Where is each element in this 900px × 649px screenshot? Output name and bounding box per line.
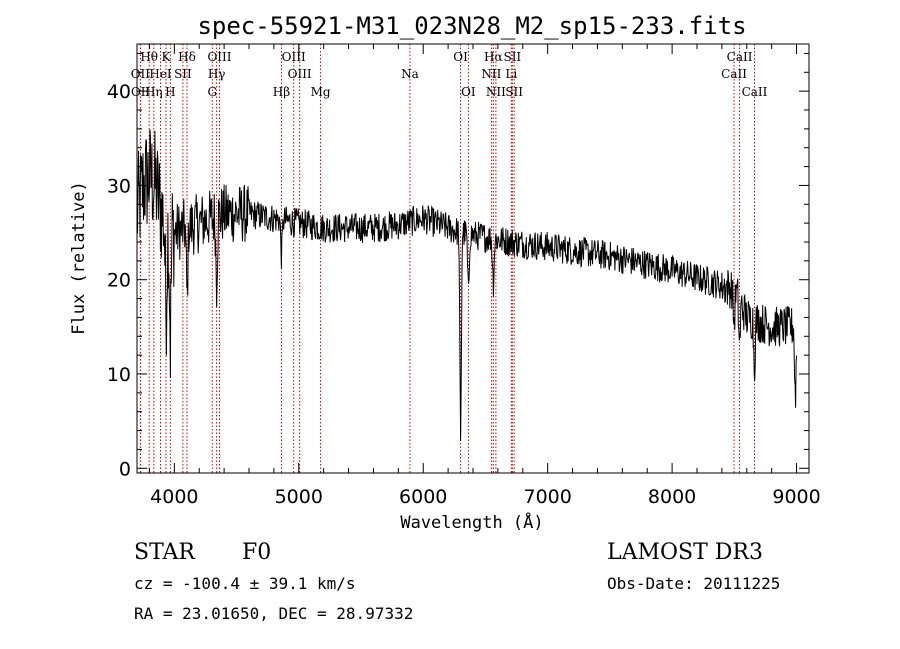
spectral-line-label: G [207,85,217,99]
spectral-line-label: K [162,50,172,64]
spectral-line-label: SII [505,85,523,99]
spectral-line-label: NII [481,67,501,81]
survey-name: LAMOST DR3 [607,540,763,565]
spectral-line-label: CaII [721,67,747,81]
y-axis: 0 10 20 30 40 [107,52,809,480]
observation-date: Obs-Date: 20111225 [607,574,781,593]
x-tick-label: 9000 [772,486,820,508]
x-axis-label: Wavelength (Å) [400,511,543,533]
plot-frame [136,43,810,474]
spectral-line-label: Na [401,67,419,81]
chart-title: spec-55921-M31_023N28_M2_sp15-233.fits [197,12,746,40]
spectral-line-label: OI [461,85,476,99]
x-tick-label: 7000 [523,486,571,508]
x-tick-label: 6000 [399,486,447,508]
spectral-line-label: HeI [149,67,172,81]
coordinates: RA = 23.01650, DEC = 28.97332 [134,604,414,623]
spectral-line-label: OIII [282,50,306,64]
spectral-line-label: Hδ [178,50,196,64]
spectral-line-label: Mg [311,85,331,99]
spectral-line-label: Hβ [273,85,290,99]
x-tick-label: 4000 [150,486,198,508]
spectral-line-label: Hα [484,50,503,64]
y-tick-label: 40 [107,81,131,103]
y-tick-label: 30 [107,175,131,197]
object-class: STAR [134,540,195,565]
spectral-line-label: OI [453,50,468,64]
object-subclass: F0 [242,540,272,565]
spectral-line-label: SII [503,50,521,64]
spectral-line-markers [139,44,755,473]
y-tick-label: 0 [119,458,131,480]
spectrum-line [136,129,798,442]
redshift-velocity: cz = -100.4 ± 39.1 km/s [134,574,356,593]
y-tick-label: 10 [107,364,131,386]
spectral-line-label: Hθ [140,50,158,64]
spectral-line-label: SII [174,67,192,81]
spectral-line-label: Hγ [208,67,226,81]
spectral-line-label: CaII [742,85,768,99]
y-tick-label: 20 [107,270,131,292]
spectral-line-label: OII [131,85,151,99]
y-axis-label: Flux (relative) [69,181,89,335]
spectral-line-label: OIII [288,67,312,81]
spectral-line-label: Li [505,67,517,81]
x-tick-label: 8000 [648,486,696,508]
spectral-line-label: NII [486,85,506,99]
spectral-line-label: OIII [207,50,231,64]
x-axis: 4000 5000 6000 7000 8000 9000 [148,44,821,508]
spectral-line-label: CaII [727,50,753,64]
spectral-line-label: H [165,85,175,99]
spectral-line-label: OII [131,67,151,81]
spectral-line-label: Hη [145,85,163,99]
x-tick-label: 5000 [275,486,323,508]
